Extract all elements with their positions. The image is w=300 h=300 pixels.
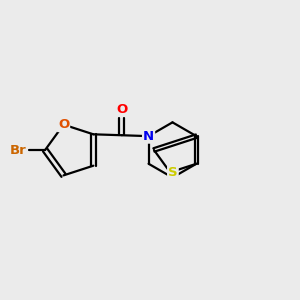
Text: O: O [58, 118, 69, 131]
Text: O: O [116, 103, 128, 116]
Text: N: N [143, 130, 154, 143]
Text: Br: Br [10, 143, 27, 157]
Text: S: S [168, 166, 178, 179]
